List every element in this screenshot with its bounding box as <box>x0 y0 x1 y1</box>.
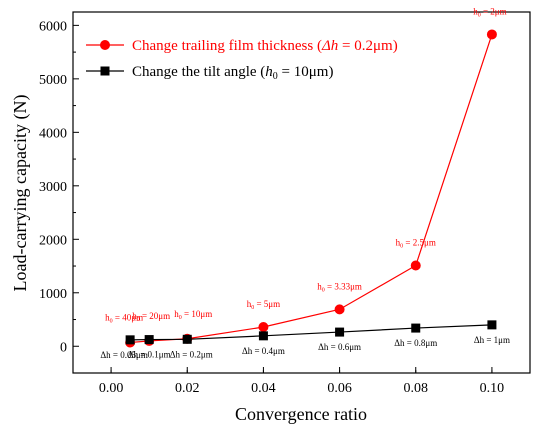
black-point-label: Δh = 0.1μm <box>128 350 171 360</box>
y-axis-ticks: 0 1000 2000 3000 4000 5000 6000 <box>39 19 79 374</box>
series-1-point <box>144 335 154 345</box>
red-point-label: h0 = 3.33μm <box>317 281 362 293</box>
series-1-point <box>487 320 497 330</box>
x-axis-ticks: 0.00 0.02 0.04 0.06 0.08 0.10 <box>99 367 504 396</box>
x-tick-label: 0.02 <box>175 381 200 396</box>
series-0-point <box>486 29 497 40</box>
series-1-point <box>182 334 192 344</box>
red-point-label: h0 = 20μm <box>132 311 170 323</box>
x-tick-label: 0.06 <box>327 381 352 396</box>
series-layer <box>125 29 497 348</box>
series-0-point <box>258 322 269 333</box>
red-point-label: h0 = 2.5μm <box>396 238 436 250</box>
red-point-label: h0 = 40μm <box>105 313 143 325</box>
black-point-label: Δh = 0.05μm <box>100 350 147 360</box>
y-tick-label: 5000 <box>39 73 67 88</box>
x-tick-label: 0.10 <box>480 381 505 396</box>
y-tick-label: 4000 <box>39 126 67 141</box>
plot-frame <box>72 11 531 374</box>
y-tick-label: 6000 <box>39 19 67 34</box>
x-axis-title: Convergence ratio <box>235 404 367 424</box>
red-point-label: h0 = 5μm <box>247 299 280 311</box>
black-point-label: Δh = 0.8μm <box>394 338 437 348</box>
black-point-label: Δh = 0.4μm <box>242 346 285 356</box>
x-tick-label: 0.08 <box>404 381 429 396</box>
x-tick-label: 0.00 <box>99 381 124 396</box>
series-0-point <box>334 304 345 315</box>
legend-marker-black <box>100 66 110 76</box>
y-axis-title: Load-carrying capacity (N) <box>10 95 31 292</box>
series-1-point <box>125 335 135 345</box>
y-tick-label: 3000 <box>39 180 67 195</box>
legend-label-black: Change the tilt angle (h0 = 10μm) <box>132 64 333 82</box>
y-tick-label: 0 <box>60 340 67 355</box>
legend-label-red: Change trailing film thickness (Δh = 0.2… <box>132 38 398 54</box>
black-point-label: Δh = 0.6μm <box>318 342 361 352</box>
red-point-label: h0 = 2μm <box>473 6 506 18</box>
series-1-point <box>335 327 345 337</box>
series-line-0 <box>130 34 493 344</box>
series-1-point <box>411 323 421 333</box>
y-tick-label: 1000 <box>39 287 67 302</box>
legend-marker-red <box>100 40 110 50</box>
x-tick-label: 0.04 <box>251 381 276 396</box>
red-point-label: h0 = 10μm <box>174 309 212 321</box>
legend: Change trailing film thickness (Δh = 0.2… <box>86 38 398 82</box>
black-point-label: Δh = 1μm <box>474 335 510 345</box>
y-tick-label: 2000 <box>39 233 67 248</box>
series-0-point <box>410 260 421 271</box>
series-1-point <box>258 331 268 341</box>
black-point-label: Δh = 0.2μm <box>170 349 213 359</box>
